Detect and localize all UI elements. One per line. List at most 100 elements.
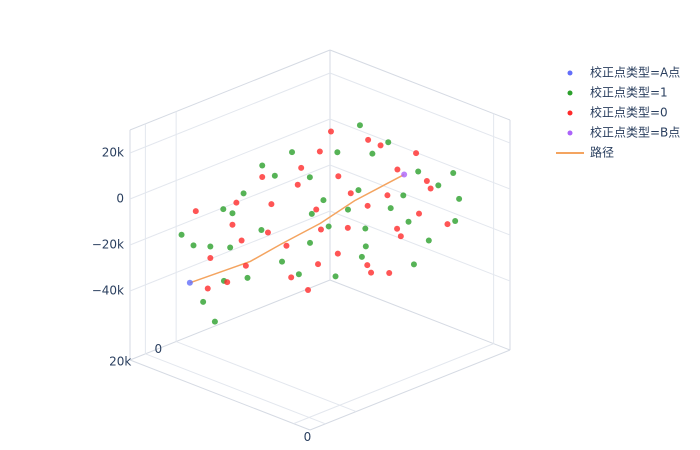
point (227, 244, 234, 251)
point (332, 273, 339, 280)
box-edge (329, 279, 511, 351)
legend-swatch (567, 110, 573, 116)
point (233, 199, 240, 206)
point (344, 224, 351, 231)
x-grid-line (293, 343, 494, 425)
point (315, 261, 322, 268)
point (317, 226, 324, 233)
z-tick-label: 0 (116, 192, 124, 206)
point (335, 173, 342, 180)
point (220, 206, 227, 213)
legend-swatch (567, 90, 573, 96)
legend-label: 校正点类型=0 (590, 105, 668, 120)
box-edge (129, 359, 311, 431)
legend-label: 路径 (590, 145, 614, 160)
point (259, 162, 266, 169)
y-tick-label: 20k (109, 354, 131, 368)
point (294, 181, 301, 188)
point (435, 182, 442, 189)
point (397, 233, 404, 240)
point (384, 192, 391, 199)
point (192, 208, 199, 215)
point (358, 253, 365, 260)
point (289, 149, 296, 156)
point (200, 298, 207, 305)
z-grid-line (129, 72, 331, 154)
point (362, 225, 369, 232)
z-grid-line (129, 164, 331, 246)
point (377, 142, 384, 149)
point (306, 174, 313, 181)
point (401, 171, 408, 178)
point (308, 210, 315, 217)
point (242, 262, 249, 269)
box-edge (329, 49, 511, 121)
point (410, 261, 417, 268)
point (186, 279, 193, 286)
point (320, 197, 327, 204)
point (305, 286, 312, 293)
point (394, 225, 401, 232)
point (456, 195, 463, 202)
point (307, 239, 314, 246)
point (365, 136, 372, 143)
point (368, 269, 375, 276)
point (362, 243, 369, 250)
point (347, 190, 354, 197)
z-tick-label: 20k (102, 146, 124, 160)
point (313, 206, 320, 213)
legend-label: 校正点类型=B点 (590, 125, 680, 140)
point (283, 242, 290, 249)
point (224, 279, 231, 286)
point (240, 190, 247, 197)
point (425, 237, 432, 244)
point (413, 150, 420, 157)
point (444, 221, 451, 228)
point (279, 258, 286, 265)
z-tick-label: −20k (92, 238, 124, 252)
point (364, 262, 371, 269)
z-grid-line (329, 72, 511, 144)
point (264, 229, 271, 236)
point (386, 269, 393, 276)
point (204, 285, 211, 292)
path-line (189, 173, 405, 284)
point (229, 221, 236, 228)
point (298, 164, 305, 171)
z-tick-label: −40k (92, 284, 124, 298)
y-tick-label: 0 (155, 342, 163, 356)
point (400, 192, 407, 199)
point (259, 173, 266, 180)
point (207, 243, 214, 250)
point (316, 148, 323, 155)
legend-label: 校正点类型=1 (590, 85, 668, 100)
z-grid-line (329, 210, 511, 282)
legend-swatch (567, 130, 573, 136)
point (344, 206, 351, 213)
point (229, 210, 236, 217)
point (405, 218, 412, 225)
point (288, 274, 295, 281)
point (355, 187, 362, 194)
point (452, 218, 459, 225)
point (327, 128, 334, 135)
point (423, 177, 430, 184)
point (244, 274, 251, 281)
x-tick-label: 0 (304, 430, 312, 444)
z-grid-line (129, 210, 331, 292)
point (258, 226, 265, 233)
legend-label: 校正点类型=A点 (590, 65, 680, 80)
point (268, 201, 275, 208)
point (334, 149, 341, 156)
point (295, 271, 302, 278)
point (211, 318, 218, 325)
point (207, 255, 214, 262)
point (178, 231, 185, 238)
point (238, 237, 245, 244)
z-grid-line (329, 118, 511, 190)
point (190, 242, 197, 249)
point (450, 169, 457, 176)
z-grid-line (329, 164, 511, 236)
box-edge (309, 349, 511, 431)
